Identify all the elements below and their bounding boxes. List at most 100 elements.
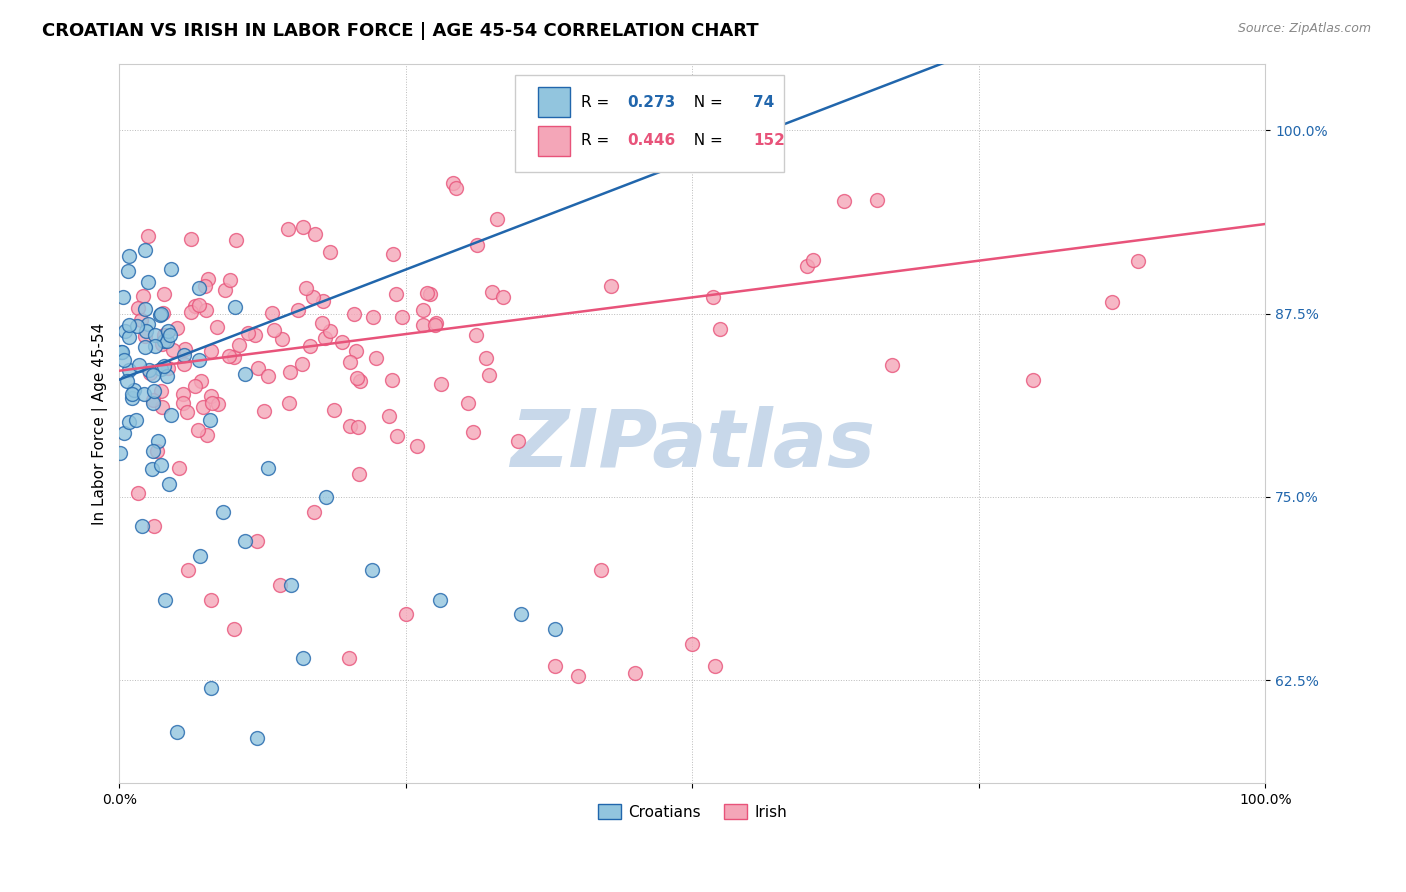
Point bbox=[156, 334, 179, 348]
Point bbox=[312, 293, 335, 308]
Point bbox=[136, 275, 159, 289]
Point bbox=[475, 351, 498, 365]
Point bbox=[263, 323, 285, 337]
Point bbox=[457, 395, 479, 409]
Point bbox=[419, 287, 441, 301]
Point bbox=[142, 395, 165, 409]
Point bbox=[1101, 294, 1123, 309]
Text: 0.273: 0.273 bbox=[627, 95, 675, 110]
Point bbox=[117, 249, 139, 263]
Y-axis label: In Labor Force | Age 45-54: In Labor Force | Age 45-54 bbox=[93, 322, 108, 524]
Point bbox=[567, 669, 589, 683]
Point bbox=[624, 665, 647, 680]
Point bbox=[146, 444, 169, 458]
Point bbox=[146, 434, 169, 448]
Point bbox=[195, 302, 218, 317]
Point bbox=[176, 404, 198, 418]
Point bbox=[277, 222, 299, 236]
Point bbox=[149, 458, 172, 473]
Point bbox=[425, 318, 447, 332]
Point bbox=[200, 389, 222, 403]
Text: ZIPatlas: ZIPatlas bbox=[510, 406, 875, 484]
Point bbox=[425, 316, 447, 330]
Point bbox=[184, 299, 207, 313]
Point bbox=[157, 324, 180, 338]
Point bbox=[349, 375, 371, 389]
Point bbox=[149, 307, 172, 321]
Point bbox=[188, 549, 211, 563]
Point bbox=[156, 361, 179, 376]
Point bbox=[135, 324, 157, 338]
Point bbox=[704, 658, 727, 673]
Point bbox=[128, 358, 150, 372]
Point bbox=[118, 318, 141, 333]
Point bbox=[337, 651, 360, 665]
Point bbox=[444, 181, 467, 195]
Point bbox=[832, 194, 855, 209]
Point bbox=[236, 326, 259, 340]
Point bbox=[478, 368, 501, 382]
Point bbox=[200, 413, 222, 427]
Point bbox=[184, 379, 207, 393]
Point bbox=[150, 362, 173, 376]
Point bbox=[188, 281, 211, 295]
Point bbox=[150, 337, 173, 351]
Point bbox=[200, 344, 222, 359]
Point bbox=[344, 344, 367, 359]
Point bbox=[406, 439, 429, 453]
Point bbox=[544, 658, 567, 673]
Point bbox=[315, 490, 337, 504]
Point bbox=[207, 397, 229, 411]
Point bbox=[127, 301, 149, 315]
Point bbox=[330, 335, 353, 350]
Point bbox=[269, 578, 291, 592]
Point bbox=[224, 351, 246, 365]
Text: CROATIAN VS IRISH IN LABOR FORCE | AGE 45-54 CORRELATION CHART: CROATIAN VS IRISH IN LABOR FORCE | AGE 4… bbox=[42, 22, 759, 40]
Point bbox=[201, 395, 224, 409]
Point bbox=[166, 321, 188, 335]
Text: R =: R = bbox=[581, 134, 614, 148]
Point bbox=[291, 219, 314, 234]
Text: Source: ZipAtlas.com: Source: ZipAtlas.com bbox=[1237, 22, 1371, 36]
Point bbox=[125, 413, 148, 427]
Point bbox=[311, 316, 333, 330]
Point bbox=[467, 238, 489, 252]
Point bbox=[801, 252, 824, 267]
Point bbox=[412, 318, 434, 332]
Point bbox=[190, 374, 212, 388]
Point bbox=[235, 367, 257, 381]
Point bbox=[143, 339, 166, 353]
Point bbox=[205, 320, 228, 334]
Text: N =: N = bbox=[685, 134, 728, 148]
Point bbox=[271, 332, 294, 346]
Point bbox=[195, 428, 218, 442]
Point bbox=[430, 377, 453, 392]
FancyBboxPatch shape bbox=[515, 75, 785, 172]
Point bbox=[246, 533, 269, 548]
Point bbox=[121, 391, 143, 405]
Point bbox=[225, 234, 247, 248]
Point bbox=[136, 228, 159, 243]
Point bbox=[166, 724, 188, 739]
Point bbox=[162, 343, 184, 357]
Point bbox=[509, 607, 531, 622]
Point bbox=[159, 408, 181, 422]
Point bbox=[173, 342, 195, 356]
Point bbox=[280, 365, 302, 379]
Point bbox=[152, 306, 174, 320]
Point bbox=[143, 327, 166, 342]
Point bbox=[153, 287, 176, 301]
Point bbox=[134, 243, 156, 257]
Point bbox=[131, 519, 153, 533]
Point bbox=[319, 324, 342, 338]
Point bbox=[173, 348, 195, 362]
Point bbox=[112, 352, 135, 367]
Point bbox=[110, 345, 132, 359]
Point bbox=[278, 395, 301, 409]
Point bbox=[506, 434, 529, 448]
Point bbox=[681, 637, 703, 651]
Point bbox=[412, 302, 434, 317]
Point bbox=[304, 505, 326, 519]
Point bbox=[222, 622, 245, 636]
Point bbox=[1126, 254, 1149, 268]
